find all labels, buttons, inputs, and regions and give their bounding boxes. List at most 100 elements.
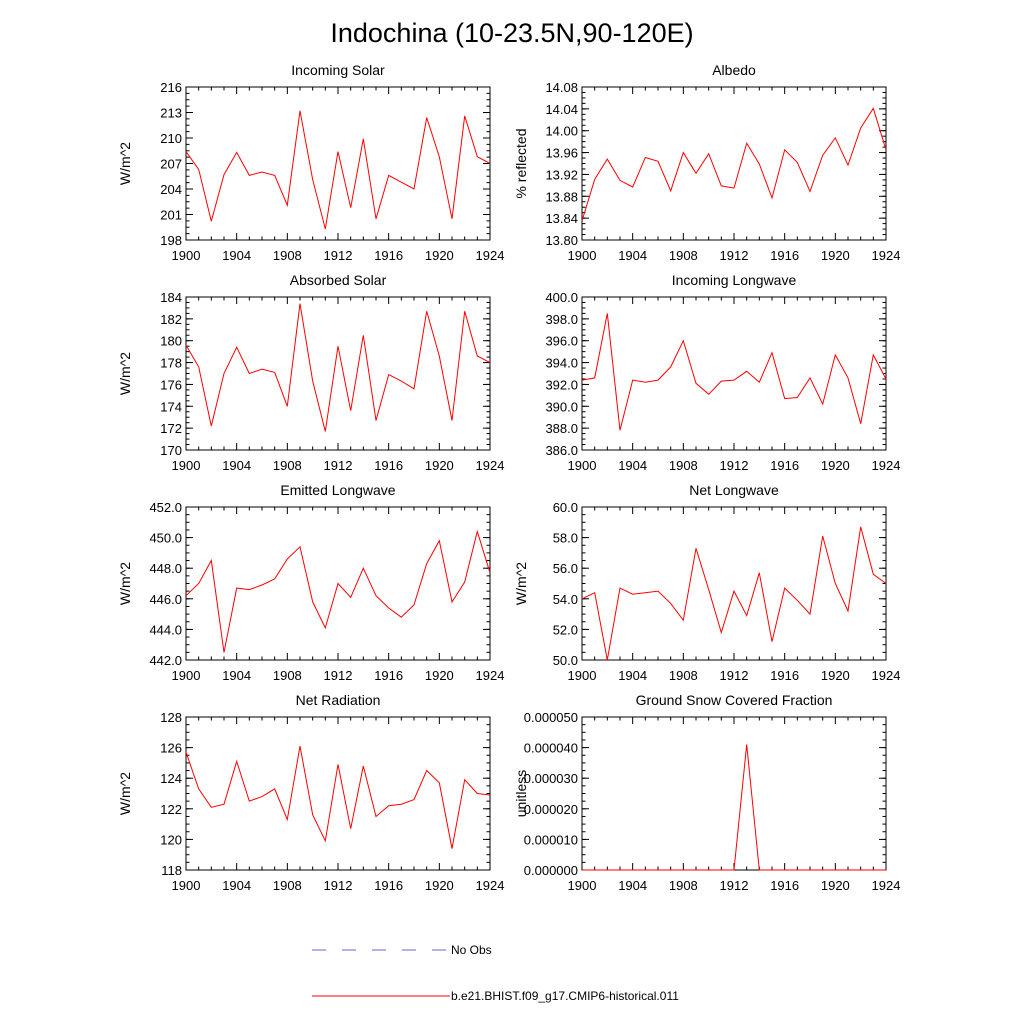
legend-no-obs-label: No Obs <box>451 943 492 957</box>
y-tick-label: 398.0 <box>545 312 578 327</box>
x-tick-label: 1916 <box>770 668 799 683</box>
x-tick-label: 1908 <box>273 458 302 473</box>
plot-frame <box>581 296 887 451</box>
x-tick-label: 1908 <box>669 668 698 683</box>
y-tick-label: 56.0 <box>553 561 578 576</box>
x-tick-label: 1924 <box>476 458 505 473</box>
x-tick-label: 1912 <box>324 878 353 893</box>
x-tick-label: 1904 <box>618 248 647 263</box>
x-tick-label: 1920 <box>821 878 850 893</box>
y-axis-label: W/m^2 <box>513 562 529 605</box>
y-axis-label: W/m^2 <box>117 562 133 605</box>
y-tick-label: 198 <box>160 233 182 248</box>
panel-title: Albedo <box>712 62 756 78</box>
y-tick-label: 50.0 <box>553 653 578 668</box>
x-tick-label: 1916 <box>374 248 403 263</box>
y-tick-label: 176 <box>160 377 182 392</box>
x-tick-label: 1920 <box>425 668 454 683</box>
y-tick-label: 216 <box>160 80 182 95</box>
panel-title: Absorbed Solar <box>290 272 387 288</box>
x-tick-label: 1920 <box>821 458 850 473</box>
x-tick-label: 1900 <box>172 458 201 473</box>
panel-4: Emitted Longwave 1900 1904 1908 1912 1916 1920… <box>117 482 504 683</box>
y-tick-label: 210 <box>160 131 182 146</box>
x-tick-label: 1912 <box>720 248 749 263</box>
y-tick-label: 0.000040 <box>524 741 578 756</box>
y-tick-label: 13.80 <box>545 233 578 248</box>
x-tick-label: 1924 <box>872 878 901 893</box>
x-tick-label: 1908 <box>273 878 302 893</box>
plot-frame <box>581 506 887 661</box>
plot-frame <box>581 716 887 871</box>
x-tick-label: 1900 <box>568 878 597 893</box>
x-tick-label: 1924 <box>476 878 505 893</box>
y-tick-label: 120 <box>160 832 182 847</box>
panel-5: Net Longwave 1900 1904 1908 1912 1916 1920 1924… <box>513 482 900 683</box>
y-tick-label: 452.0 <box>149 500 182 515</box>
x-tick-label: 1924 <box>872 668 901 683</box>
panel-0: Incoming Solar 1900 1904 1908 1912 1916 1920 19… <box>117 62 504 263</box>
x-tick-label: 1904 <box>222 668 251 683</box>
series-line <box>581 107 887 222</box>
plot-frame <box>185 86 491 241</box>
y-tick-label: 172 <box>160 421 182 436</box>
y-tick-label: 400.0 <box>545 290 578 305</box>
y-tick-label: 126 <box>160 741 182 756</box>
x-tick-label: 1912 <box>324 458 353 473</box>
x-tick-label: 1900 <box>172 668 201 683</box>
y-tick-label: 396.0 <box>545 334 578 349</box>
y-axis-label: unitless <box>513 770 529 817</box>
x-tick-label: 1912 <box>324 248 353 263</box>
panel-title: Emitted Longwave <box>280 482 395 498</box>
y-tick-label: 14.04 <box>545 102 578 117</box>
y-tick-label: 58.0 <box>553 531 578 546</box>
y-axis-label: W/m^2 <box>117 772 133 815</box>
x-tick-label: 1920 <box>425 458 454 473</box>
panel-3: Incoming Longwave 1900 1904 1908 1912 1916 192… <box>545 272 900 473</box>
y-tick-label: 444.0 <box>149 622 182 637</box>
y-tick-label: 14.08 <box>545 80 578 95</box>
x-tick-label: 1916 <box>770 878 799 893</box>
y-tick-label: 170 <box>160 443 182 458</box>
y-tick-label: 448.0 <box>149 561 182 576</box>
y-tick-label: 60.0 <box>553 500 578 515</box>
panel-title: Ground Snow Covered Fraction <box>636 692 833 708</box>
y-tick-label: 207 <box>160 157 182 172</box>
y-tick-label: 0.000010 <box>524 832 578 847</box>
panel-title: Net Radiation <box>296 692 381 708</box>
y-tick-label: 13.92 <box>545 167 578 182</box>
x-tick-label: 1924 <box>872 458 901 473</box>
x-tick-label: 1924 <box>476 668 505 683</box>
y-tick-label: 174 <box>160 399 182 414</box>
y-tick-label: 54.0 <box>553 592 578 607</box>
x-tick-label: 1916 <box>770 458 799 473</box>
y-axis-label: W/m^2 <box>117 352 133 395</box>
y-tick-label: 204 <box>160 182 182 197</box>
series-line <box>582 744 886 871</box>
plot-frame <box>185 716 491 871</box>
series-line <box>581 313 887 431</box>
y-tick-label: 386.0 <box>545 443 578 458</box>
y-tick-label: 118 <box>161 863 182 878</box>
x-tick-label: 1916 <box>770 248 799 263</box>
x-tick-label: 1924 <box>872 248 901 263</box>
x-tick-label: 1912 <box>324 668 353 683</box>
x-tick-label: 1912 <box>720 458 749 473</box>
x-tick-label: 1920 <box>425 878 454 893</box>
y-tick-label: 13.84 <box>545 211 578 226</box>
x-tick-label: 1908 <box>273 248 302 263</box>
y-tick-label: 52.0 <box>553 622 578 637</box>
x-tick-label: 1900 <box>172 878 201 893</box>
y-tick-label: 213 <box>160 106 182 121</box>
x-tick-label: 1900 <box>568 248 597 263</box>
x-tick-label: 1900 <box>568 668 597 683</box>
x-tick-label: 1916 <box>374 878 403 893</box>
x-tick-label: 1904 <box>222 878 251 893</box>
y-tick-label: 442.0 <box>149 653 182 668</box>
x-tick-label: 1904 <box>222 248 251 263</box>
y-tick-label: 13.88 <box>545 189 578 204</box>
x-tick-label: 1912 <box>720 878 749 893</box>
panel-2: Absorbed Solar 1900 1904 1908 1912 1916 1920 19… <box>117 272 504 473</box>
x-tick-label: 1908 <box>669 458 698 473</box>
x-tick-label: 1916 <box>374 458 403 473</box>
